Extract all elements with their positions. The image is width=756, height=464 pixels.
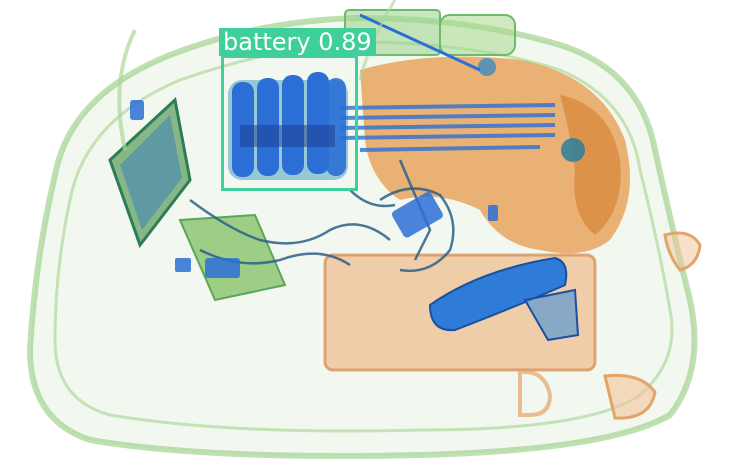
blue-tray (428, 256, 580, 342)
detection-score: 0.89 (318, 28, 372, 56)
metal-rods (339, 103, 556, 152)
detection-class: battery (223, 28, 311, 56)
battery-pack (228, 72, 348, 180)
electronic-parts (130, 100, 498, 278)
detection-label: battery 0.89 (219, 28, 376, 56)
detection-box (221, 55, 358, 191)
mixed-box (178, 213, 287, 302)
laptop-panel (108, 97, 192, 249)
